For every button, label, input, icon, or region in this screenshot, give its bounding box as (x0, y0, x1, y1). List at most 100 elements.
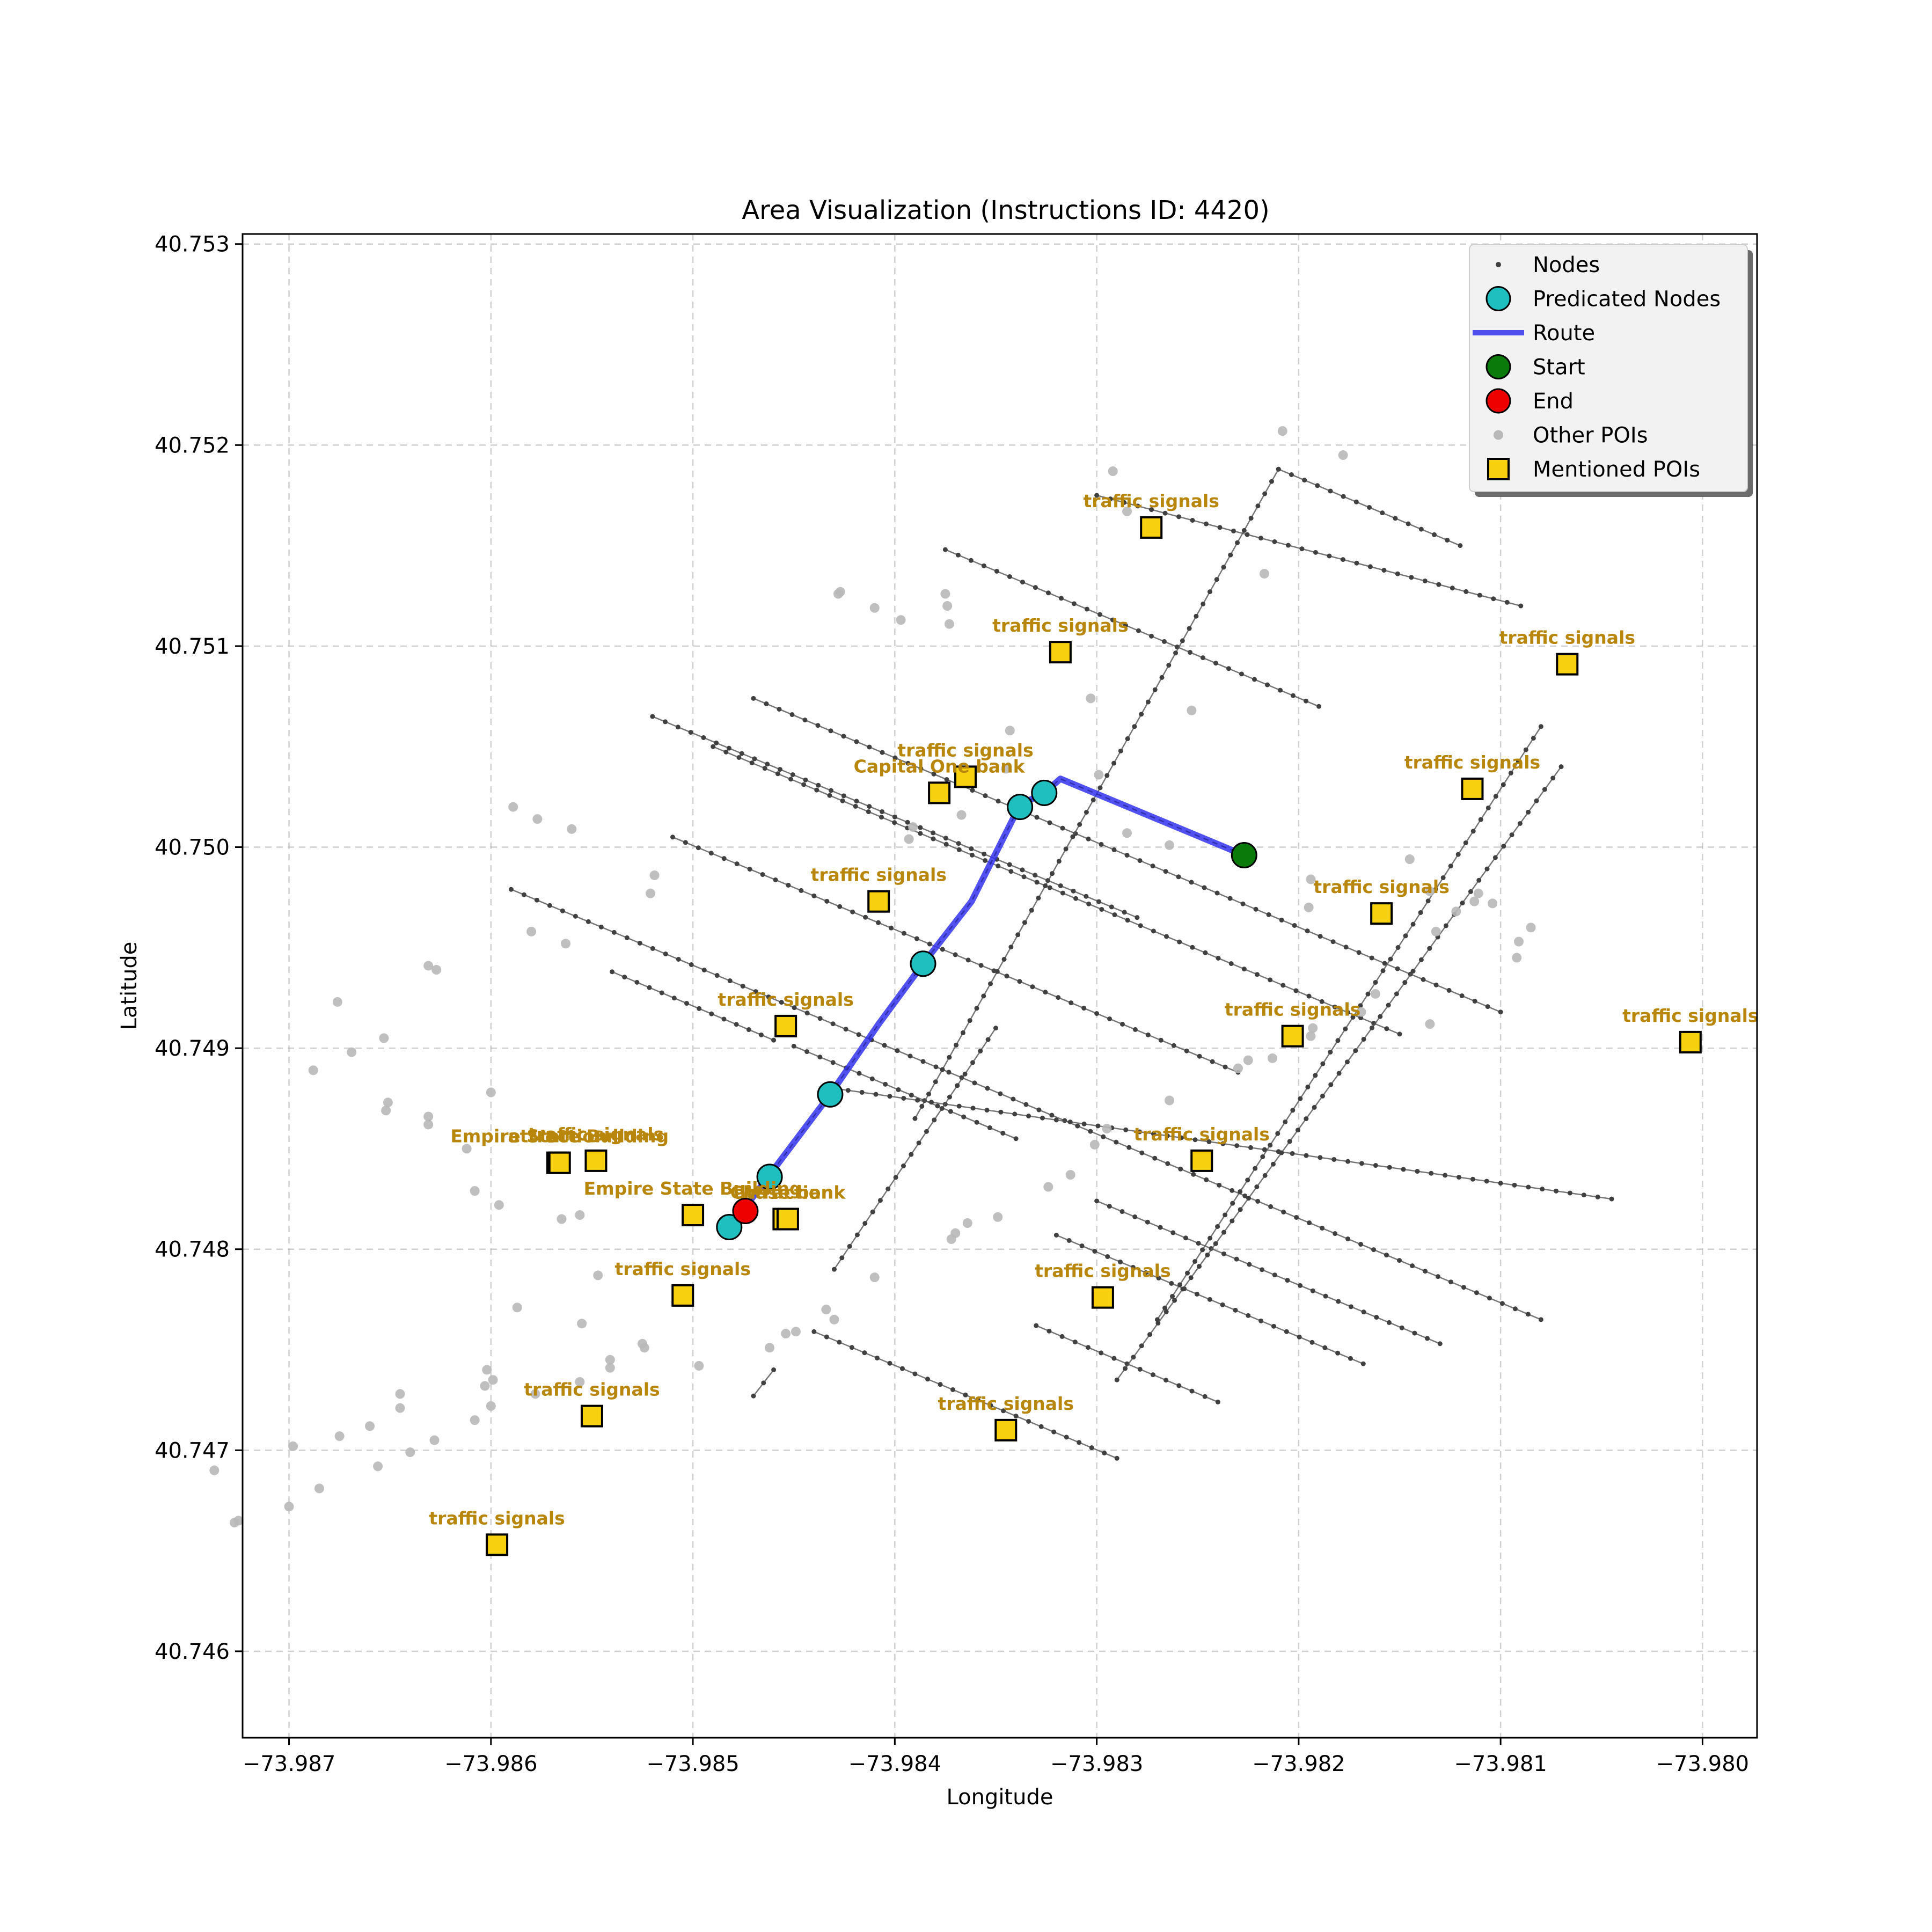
node-dot (967, 1018, 972, 1023)
node-dot (927, 941, 932, 947)
node-dot (811, 1329, 817, 1334)
node-dot (1336, 1299, 1341, 1304)
node-dot (1327, 553, 1332, 559)
node-dot (714, 973, 720, 978)
node-dot (892, 814, 897, 819)
mentioned-poi-label: traffic signals (1225, 999, 1360, 1020)
node-dot (1460, 901, 1465, 906)
node-dot (859, 1089, 865, 1095)
node-dot (1170, 1230, 1176, 1235)
other-poi-dot (365, 1421, 375, 1431)
node-dot (1395, 571, 1400, 576)
mentioned-poi-marker (671, 1284, 694, 1307)
node-dot (901, 1163, 906, 1169)
node-dot (1348, 1304, 1353, 1309)
node-dot (1036, 895, 1041, 901)
node-dot (909, 1093, 914, 1098)
node-dot (1126, 1145, 1132, 1150)
node-dot (956, 841, 961, 846)
node-dot (1262, 491, 1268, 496)
node-dot (1508, 770, 1513, 775)
x-tick-label: −73.986 (444, 1752, 537, 1776)
other-poi-dot (209, 1465, 219, 1475)
node-dot (1493, 794, 1498, 799)
node-dot (1213, 661, 1218, 666)
node-dot (1403, 933, 1408, 939)
node-dot (915, 1097, 920, 1103)
end-marker (732, 1198, 759, 1225)
x-axis-title: Longitude (947, 1785, 1053, 1810)
other-poi-dot (791, 1327, 801, 1337)
node-dot (845, 1088, 851, 1093)
node-dot (1418, 957, 1424, 962)
node-dot (1285, 543, 1291, 548)
node-dot (1013, 1414, 1019, 1419)
node-dot (1255, 503, 1261, 509)
other-poi-dot (557, 1214, 567, 1224)
node-dot (650, 946, 655, 951)
node-dot (573, 913, 578, 919)
other-poi-dot (482, 1365, 492, 1375)
node-dot (978, 1048, 983, 1053)
node-dot (727, 978, 733, 984)
node-dot (969, 846, 974, 851)
node-dot (867, 744, 872, 750)
node-dot (1359, 1161, 1364, 1166)
node-dot (1007, 574, 1012, 579)
node-dot (1271, 1323, 1276, 1329)
x-tick-label: −73.983 (1050, 1752, 1143, 1776)
node-dot (1070, 834, 1075, 839)
node-dot (1360, 1361, 1366, 1366)
node-dot (1358, 1003, 1363, 1008)
node-dot (1163, 1309, 1169, 1314)
node-dot (1455, 852, 1461, 857)
node-dot (988, 981, 993, 986)
node-dot (1485, 1004, 1490, 1009)
node-dot (1394, 991, 1399, 997)
node-dot (1399, 1325, 1404, 1330)
other-poi-dot (347, 1047, 357, 1057)
node-dot (1410, 969, 1416, 974)
node-dot (1361, 1309, 1366, 1315)
node-dot (1322, 1345, 1328, 1350)
node-dot (1223, 1212, 1228, 1218)
node-dot (1220, 1141, 1226, 1146)
node-dot (1279, 917, 1284, 923)
node-dot (892, 820, 897, 825)
node-dot (521, 892, 526, 897)
node-dot (1043, 883, 1048, 888)
node-dot (1239, 671, 1244, 677)
other-poi-dot (1356, 1007, 1366, 1017)
node-dot (1040, 1115, 1045, 1121)
other-poi-dot (567, 824, 577, 834)
node-dot (1094, 1198, 1100, 1204)
node-dot (1406, 521, 1411, 526)
node-dot (1371, 1247, 1377, 1253)
node-dot (1122, 910, 1127, 915)
node-dot (987, 1125, 992, 1130)
node-dot (814, 787, 819, 793)
mentioned-poi-marker (1190, 1149, 1213, 1172)
node-dot (1112, 912, 1117, 918)
node-dot (1335, 1350, 1341, 1356)
node-dot (1139, 1150, 1145, 1155)
node-dot (1034, 815, 1040, 820)
node-dot (1150, 1372, 1155, 1378)
node-dot (1253, 906, 1258, 912)
node-dot (1448, 863, 1453, 869)
other-poi-dot (1512, 953, 1522, 963)
y-tick-label: 40.752 (155, 433, 230, 458)
node-dot (1260, 1267, 1265, 1272)
node-dot (788, 777, 794, 782)
node-dot (696, 845, 701, 851)
node-dot (947, 1055, 952, 1060)
node-dot (747, 867, 752, 872)
node-dot (983, 793, 988, 799)
node-dot (1045, 590, 1051, 596)
node-dot (1228, 552, 1233, 558)
node-dot (982, 851, 987, 857)
node-dot (790, 772, 795, 777)
node-dot (1207, 589, 1212, 595)
node-dot (837, 1340, 842, 1345)
node-dot (752, 756, 757, 762)
